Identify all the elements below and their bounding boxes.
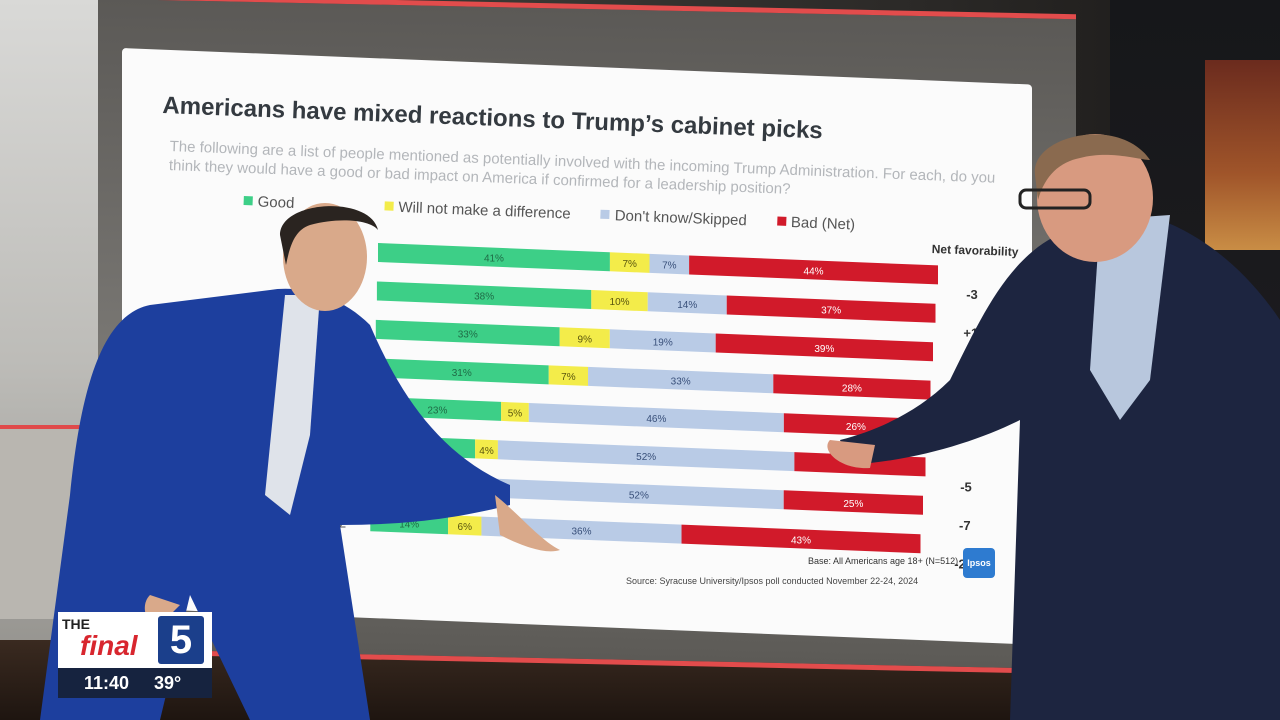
data-label-bad-row-8: 43%	[791, 535, 811, 546]
logo-panel: THE final 5	[58, 612, 212, 668]
bar-good-row-3	[375, 319, 560, 347]
data-label-no-difference-row-6: 4%	[479, 446, 494, 457]
chart-base-note: Base: All Americans age 18+ (N=512)	[808, 556, 959, 566]
data-label-no-difference-row-3: 9%	[578, 334, 593, 345]
ipsos-logo: Ipsos	[963, 548, 995, 578]
presenter-right	[827, 134, 1280, 720]
bar-bad-row-8	[681, 524, 921, 554]
data-label-dont-know-row-4: 33%	[671, 377, 691, 388]
logo-the: THE	[62, 616, 90, 632]
chart-source: Source: Syracuse University/Ipsos poll c…	[626, 576, 919, 586]
data-label-dont-know-row-8: 36%	[571, 527, 591, 538]
data-label-good-row-1: 41%	[484, 254, 504, 265]
station-logo-bug: THE final 5 11:40 39°	[58, 612, 212, 698]
bar-dont-know-row-6	[497, 440, 795, 472]
data-label-good-row-8: 14%	[399, 520, 419, 531]
bar-bad-row-3	[715, 333, 933, 362]
data-label-bad-row-3: 39%	[814, 344, 834, 355]
bar-no-difference-row-2	[591, 290, 648, 312]
bar-good-row-2	[376, 281, 592, 310]
bar-dont-know-row-1	[649, 253, 690, 275]
bar-bad-row-2	[726, 295, 936, 323]
net-favorability-row-1: -3	[966, 287, 978, 302]
studio-poster	[1205, 60, 1280, 250]
logo-five: 5	[158, 616, 204, 664]
temperature: 39°	[154, 673, 182, 693]
bar-bad-row-4	[773, 374, 931, 400]
data-label-bad-row-2: 37%	[821, 306, 841, 317]
data-label-no-difference-row-5: 5%	[508, 408, 523, 419]
data-label-good-row-4: 31%	[452, 368, 472, 379]
bar-no-difference-row-4	[548, 365, 589, 386]
bar-no-difference-row-5	[501, 401, 529, 423]
data-label-dont-know-row-3: 19%	[653, 337, 673, 348]
time-temp-bar: 11:40 39°	[58, 668, 212, 698]
bar-dont-know-row-4	[588, 366, 774, 394]
data-label-good-row-2: 38%	[474, 292, 494, 303]
bar-bad-row-1	[689, 255, 938, 285]
data-label-bad-row-7: 25%	[843, 499, 863, 510]
data-label-no-difference-row-8: 6%	[458, 522, 473, 533]
bar-good-row-1	[378, 243, 610, 272]
clock-time: 11:40	[84, 673, 130, 693]
data-label-no-difference-row-2: 10%	[610, 297, 630, 308]
data-label-bad-row-1: 44%	[804, 266, 824, 277]
data-label-no-difference-row-1: 7%	[622, 259, 637, 270]
data-label-dont-know-row-6: 52%	[636, 452, 656, 463]
net-favorability-row-7: -7	[959, 518, 971, 533]
data-label-dont-know-row-5: 46%	[646, 414, 666, 425]
data-label-bad-row-4: 28%	[842, 383, 862, 394]
bar-no-difference-row-6	[475, 439, 498, 460]
data-label-dont-know-row-2: 14%	[677, 300, 697, 311]
data-label-dont-know-row-7: 52%	[629, 490, 649, 501]
net-favorability-row-6: -5	[960, 480, 972, 495]
bar-bad-row-7	[783, 490, 923, 515]
data-label-good-row-3: 33%	[458, 330, 478, 341]
bar-dont-know-row-5	[528, 403, 784, 433]
logo-final: final	[80, 630, 138, 661]
bar-no-difference-row-8	[448, 515, 482, 536]
bar-good-row-4	[374, 358, 549, 385]
bar-dont-know-row-3	[609, 329, 716, 353]
bar-no-difference-row-3	[559, 327, 610, 349]
data-label-bad-row-5: 26%	[846, 422, 866, 433]
bar-no-difference-row-1	[609, 252, 650, 273]
bar-dont-know-row-7	[493, 478, 784, 510]
data-label-good-row-5: 23%	[427, 405, 447, 416]
bar-dont-know-row-2	[647, 292, 727, 315]
data-label-dont-know-row-1: 7%	[662, 261, 677, 272]
data-label-no-difference-row-4: 7%	[561, 372, 576, 383]
